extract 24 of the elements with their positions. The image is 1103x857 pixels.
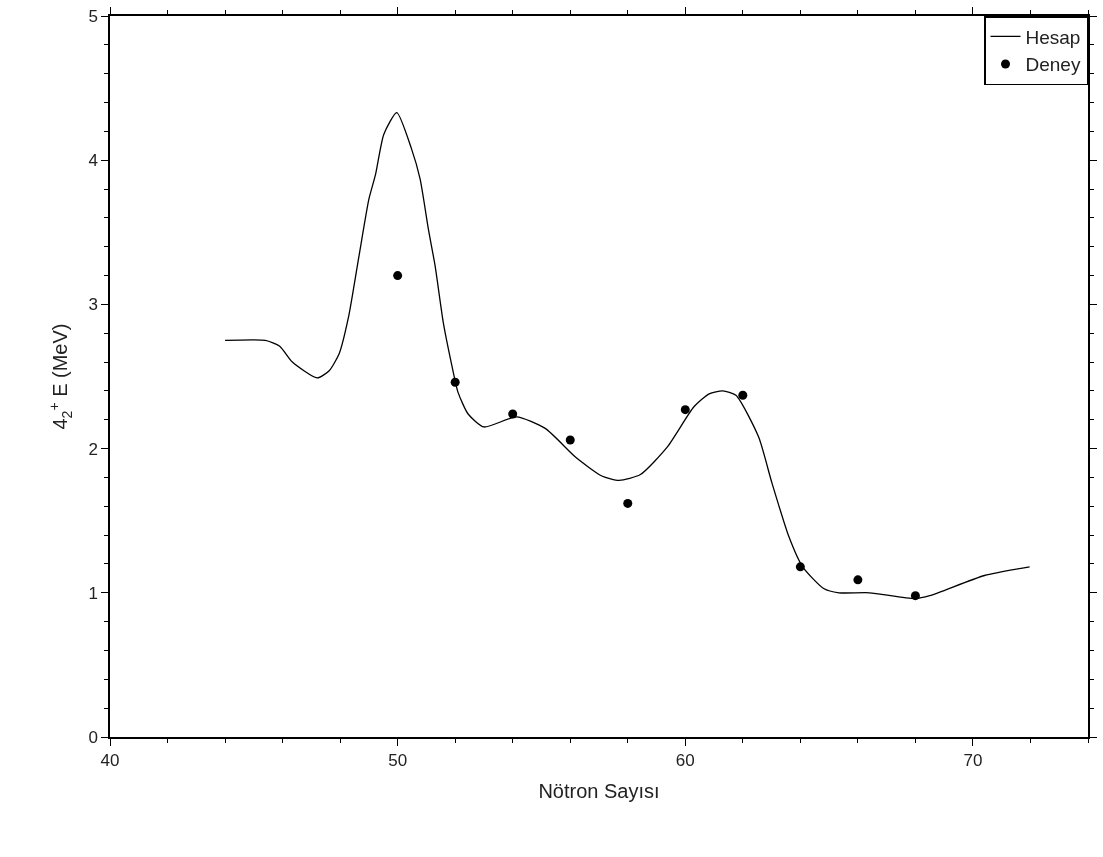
y-tick-label: 4 bbox=[88, 151, 98, 171]
point bbox=[680, 405, 690, 415]
x-tick-label: 60 bbox=[675, 751, 695, 771]
point bbox=[795, 562, 805, 572]
point bbox=[450, 377, 460, 387]
y-tick-label: 2 bbox=[88, 439, 98, 459]
y-tick-label: 3 bbox=[88, 295, 98, 315]
legend-label: Deney bbox=[1025, 54, 1081, 76]
x-tick-label: 40 bbox=[100, 751, 120, 771]
x-axis-title: Nötron Sayısı bbox=[538, 780, 660, 803]
point bbox=[910, 591, 920, 601]
point bbox=[508, 409, 518, 419]
legend-label: Hesap bbox=[1025, 26, 1081, 48]
point bbox=[738, 390, 748, 400]
y-tick-label: 5 bbox=[88, 6, 98, 26]
point bbox=[623, 498, 633, 508]
point bbox=[393, 271, 403, 281]
x-tick-label: 50 bbox=[388, 751, 408, 771]
x-tick-label: 70 bbox=[963, 751, 983, 771]
point bbox=[853, 575, 863, 585]
line-series bbox=[224, 111, 1031, 600]
point bbox=[565, 435, 575, 445]
y-tick-label: 0 bbox=[88, 727, 98, 747]
y-tick-label: 1 bbox=[88, 583, 98, 603]
